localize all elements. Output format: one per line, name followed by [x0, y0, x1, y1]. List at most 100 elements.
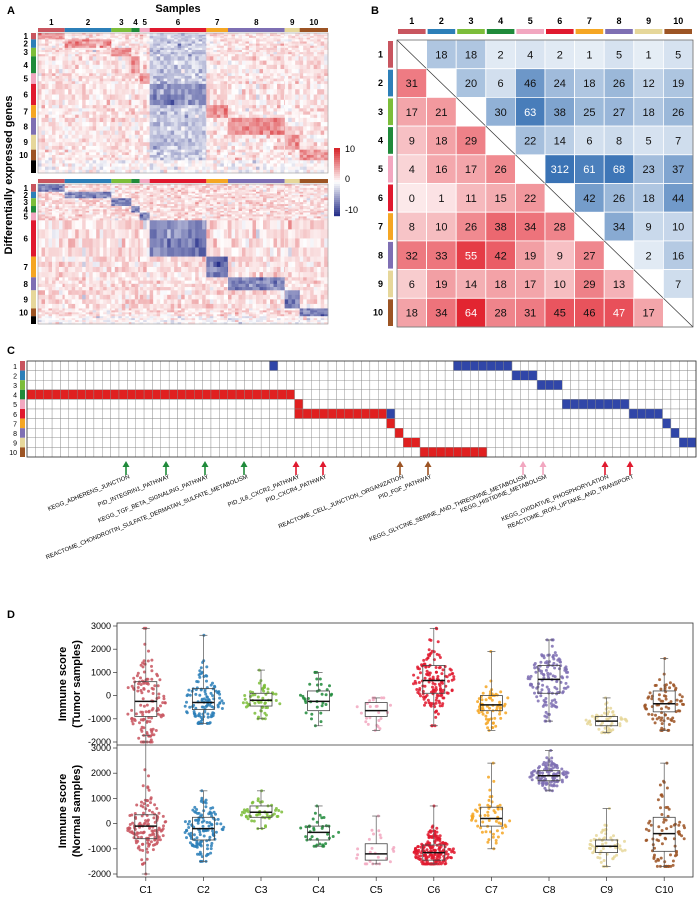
panel-a-heat-cell	[48, 54, 53, 57]
panel-a-heat-cell	[303, 163, 307, 167]
panel-a-heat-cell	[110, 52, 112, 55]
panel-a-heat-cell	[59, 47, 63, 51]
panel-a-heat-cell	[170, 78, 175, 82]
panel-a-heat-cell	[242, 75, 246, 79]
panel-a-heat-cell	[263, 193, 267, 196]
panel-a-heat-cell	[38, 39, 42, 42]
panel-a-heat-cell	[55, 191, 60, 194]
panel-a-heat-cell	[198, 33, 203, 35]
panel-a-heat-cell	[78, 195, 83, 197]
panel-a-heat-cell	[284, 34, 285, 37]
panel-a-heat-cell	[202, 126, 206, 131]
panel-a-heat-cell	[128, 149, 132, 153]
panel-a-heat-cell	[249, 52, 253, 55]
panel-a-heat-cell	[280, 45, 285, 49]
panel-a-heat-cell	[160, 36, 164, 39]
panel-a-heat-cell	[92, 78, 97, 82]
panel-a-heat-cell	[138, 166, 140, 171]
panel-a-heat-cell	[110, 41, 112, 44]
panel-a-heat-cell	[114, 49, 119, 53]
panel-a-heat-cell	[121, 89, 126, 95]
panel-a-heat-cell	[280, 54, 285, 57]
panel-a-heat-cell	[299, 193, 304, 196]
panel-a-heat-cell	[206, 108, 211, 112]
panel-a-heat-cell	[313, 166, 318, 171]
panel-a-heat-cell	[202, 149, 206, 153]
panel-a-heat-cell	[48, 138, 53, 143]
panel-a-heat-cell	[134, 184, 139, 187]
panel-a-heat-cell	[206, 195, 211, 197]
panel-a-heat-cell	[121, 81, 126, 85]
panel-a-heat-cell	[125, 154, 130, 158]
panel-a-heat-cell	[163, 73, 168, 77]
panel-a-heat-cell	[231, 99, 236, 106]
panel-a-heat-cell	[78, 81, 83, 85]
panel-a-heat-cell	[273, 37, 278, 40]
panel-a-heat-cell	[111, 130, 116, 136]
panel-a-heat-cell	[68, 138, 72, 143]
panel-a-heat-cell	[273, 117, 278, 123]
panel-a-heat-cell	[220, 60, 225, 66]
panel-a-heat-cell	[188, 189, 192, 193]
panel-a-heat-cell	[209, 45, 214, 49]
panel-a-heat-cell	[143, 94, 147, 101]
panel-a-heat-cell	[71, 166, 76, 171]
panel-a-ylabel: Differentially expressed genes	[3, 96, 15, 255]
panel-a-heat-cell	[188, 166, 192, 171]
panel-a-heat-cell	[202, 185, 206, 189]
panel-a-heat-cell	[198, 83, 203, 90]
panel-a-heat-cell	[68, 202, 72, 205]
panel-a-heat-cell	[320, 83, 325, 90]
panel-a-heat-cell	[223, 138, 228, 143]
panel-a-heat-cell	[82, 191, 86, 194]
panel-a-heat-cell	[256, 130, 260, 136]
panel-a-heat-cell	[310, 184, 314, 187]
panel-a-heat-cell	[306, 130, 311, 136]
panel-a-heat-cell	[284, 94, 285, 101]
panel-a-heat-cell	[291, 111, 296, 115]
panel-a-heat-cell	[167, 126, 171, 131]
panel-a-heat-cell	[71, 89, 76, 95]
panel-a-heat-cell	[153, 200, 157, 203]
panel-a-heat-cell	[256, 160, 260, 164]
panel-a-heat-cell	[284, 83, 289, 90]
panel-a-heat-cell	[266, 160, 271, 164]
panel-a-heat-cell	[78, 166, 83, 171]
panel-a-heat-cell	[103, 145, 107, 150]
panel-a-heat-cell	[184, 160, 189, 164]
panel-a-heat-cell	[125, 187, 130, 191]
panel-a-heat-cell	[313, 142, 318, 147]
panel-a-row-label: 2	[24, 40, 29, 49]
panel-a-heat-cell	[195, 202, 199, 205]
panel-a-heat-cell	[313, 54, 318, 57]
panel-a-heat-cell	[125, 134, 130, 139]
panel-a-heat-cell	[62, 193, 65, 196]
panel-a-heat-cell	[128, 191, 132, 194]
panel-a-heat-cell	[48, 157, 53, 161]
panel-a-heat-cell	[263, 157, 267, 161]
panel-a-heat-cell	[99, 184, 104, 187]
panel-a-heat-cell	[249, 204, 253, 207]
panel-a-heat-cell	[68, 191, 72, 194]
panel-a-column-bar	[38, 179, 65, 183]
panel-a-heat-cell	[284, 117, 285, 123]
panel-a-heat-cell	[89, 60, 93, 66]
panel-a-heat-cell	[213, 81, 218, 85]
panel-a-heat-cell	[273, 184, 278, 187]
panel-a-heat-cell	[68, 126, 72, 131]
panel-a-heat-cell	[259, 202, 264, 205]
panel-a-heat-cell	[85, 54, 90, 57]
panel-a-heat-cell	[228, 152, 232, 156]
panel-a-heat-cell	[220, 142, 225, 147]
panel-a-heat-cell	[167, 130, 171, 136]
panel-a-heat-cell	[160, 52, 164, 55]
panel-a-heat-cell	[277, 160, 281, 164]
panel-a-heat-cell	[202, 198, 206, 201]
panel-a-heat-cell	[99, 163, 104, 167]
panel-a-heat-cell	[118, 204, 123, 207]
panel-a-heat-cell	[209, 111, 214, 115]
panel-a-heat-cell	[184, 187, 189, 191]
panel-a-heat-cell	[177, 34, 182, 37]
panel-a-heat-cell	[227, 75, 229, 79]
panel-a-heat-cell	[103, 195, 107, 197]
